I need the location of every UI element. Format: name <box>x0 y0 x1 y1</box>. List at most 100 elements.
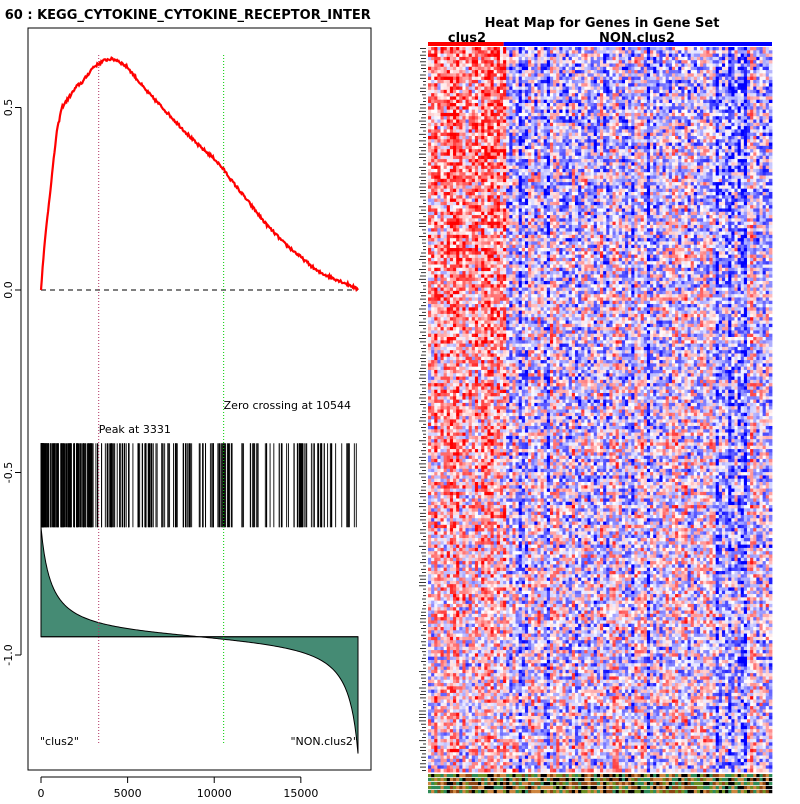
heat-cell <box>550 73 554 77</box>
heat-cell <box>756 152 760 156</box>
heat-cell <box>503 83 507 87</box>
heat-cell <box>647 77 651 81</box>
heat-cell <box>600 50 604 54</box>
heat-cell <box>703 123 707 127</box>
heat-cell <box>750 110 754 114</box>
heat-cell <box>606 156 610 160</box>
heat-cell <box>434 54 438 58</box>
heat-cell <box>472 126 476 130</box>
heat-cell <box>647 83 651 87</box>
heat-cell <box>437 176 441 180</box>
heat-cell <box>512 159 516 163</box>
heat-cell <box>494 103 498 107</box>
heat-cell <box>684 90 688 94</box>
heat-cell <box>453 172 457 176</box>
heat-cell <box>684 63 688 67</box>
heat-cell <box>706 50 710 54</box>
heat-cell <box>609 139 613 143</box>
heat-cell <box>494 57 498 61</box>
heat-cell <box>544 116 548 120</box>
heat-cell <box>506 136 510 140</box>
heat-cell <box>759 159 763 163</box>
heat-cell <box>509 47 513 51</box>
heat-cell <box>491 77 495 81</box>
heat-cell <box>653 126 657 130</box>
heat-cell <box>628 172 632 176</box>
heat-cell <box>684 133 688 137</box>
heat-cell <box>706 106 710 110</box>
heat-cell <box>509 116 513 120</box>
heat-cell <box>512 116 516 120</box>
heat-cell <box>716 77 720 81</box>
heat-cell <box>753 103 757 107</box>
heat-cell <box>587 162 591 166</box>
heat-cell <box>541 162 545 166</box>
heat-cell <box>516 93 520 97</box>
heat-cell <box>497 120 501 124</box>
heat-cell <box>606 152 610 156</box>
heat-cell <box>619 172 623 176</box>
heat-cell <box>481 113 485 117</box>
heat-cell <box>694 116 698 120</box>
heat-cell <box>469 93 473 97</box>
heat-cell <box>656 152 660 156</box>
heat-cell <box>663 63 667 67</box>
heat-cell <box>600 83 604 87</box>
heat-cell <box>437 77 441 81</box>
heat-cell <box>575 156 579 160</box>
heat-cell <box>497 96 501 100</box>
heat-cell <box>738 83 742 87</box>
heat-cell <box>503 159 507 163</box>
heat-cell <box>531 96 535 100</box>
heat-cell <box>500 87 504 91</box>
heat-cell <box>713 169 717 173</box>
heat-cell <box>659 149 663 153</box>
heat-cell <box>478 152 482 156</box>
heat-cell <box>497 57 501 61</box>
heat-cell <box>481 152 485 156</box>
heat-cell <box>619 73 623 77</box>
heat-cell <box>684 166 688 170</box>
heat-cell <box>444 129 448 133</box>
heat-cell <box>484 139 488 143</box>
heat-cell <box>734 110 738 114</box>
heat-cell <box>766 169 770 173</box>
heat-cell <box>466 159 470 163</box>
heat-cell <box>659 169 663 173</box>
heat-cell <box>459 63 463 67</box>
heat-cell <box>509 77 513 81</box>
heat-cell <box>741 73 745 77</box>
heat-cell <box>700 143 704 147</box>
heat-cell <box>450 67 454 71</box>
heat-cell <box>641 136 645 140</box>
heat-cell <box>441 87 445 91</box>
heat-cell <box>678 54 682 58</box>
heat-cell <box>469 156 473 160</box>
heat-cell <box>541 149 545 153</box>
heat-cell <box>594 176 598 180</box>
heat-cell <box>491 126 495 130</box>
heat-cell <box>491 113 495 117</box>
heat-cell <box>675 54 679 58</box>
heat-cell <box>694 149 698 153</box>
heat-cell <box>631 176 635 180</box>
heat-cell <box>450 166 454 170</box>
heat-cell <box>587 73 591 77</box>
heat-cell <box>566 113 570 117</box>
heat-cell <box>613 100 617 104</box>
heat-cell <box>469 73 473 77</box>
heat-cell <box>594 110 598 114</box>
heat-cell <box>669 103 673 107</box>
heat-cell <box>647 169 651 173</box>
heat-cell <box>556 60 560 64</box>
heat-cell <box>509 60 513 64</box>
heat-cell <box>487 133 491 137</box>
heat-cell <box>516 57 520 61</box>
heat-cell <box>494 70 498 74</box>
heat-cell <box>594 133 598 137</box>
heat-cell <box>759 67 763 71</box>
heat-cell <box>569 96 573 100</box>
heat-cell <box>541 106 545 110</box>
heat-cell <box>666 143 670 147</box>
heat-cell <box>703 126 707 130</box>
